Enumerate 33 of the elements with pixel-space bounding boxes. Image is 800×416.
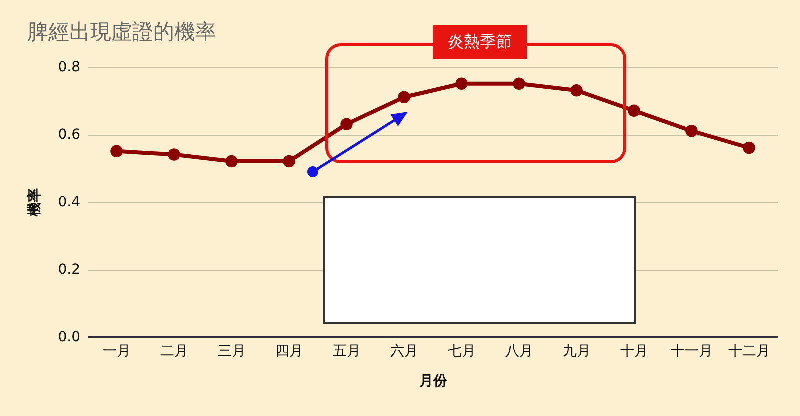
text: 炎熱季節 [448, 32, 512, 51]
point [743, 142, 756, 154]
y-tick-label: 0.4 [58, 194, 81, 210]
x-tick-label: 十一月 [670, 344, 713, 360]
x-tick-label: 二月 [160, 344, 188, 360]
point [226, 155, 238, 168]
x-tick-label: 九月 [562, 344, 591, 360]
point [513, 78, 526, 90]
x-tick-label: 八月 [505, 344, 534, 360]
y-tick-label: 0.0 [58, 330, 80, 346]
point [168, 148, 180, 161]
point [340, 118, 353, 130]
x-tick-label: 十二月 [728, 344, 770, 360]
y-tick-label: 0.8 [58, 60, 80, 76]
x-tick-label: 六月 [390, 344, 418, 360]
x-tick-label: 四月 [275, 344, 304, 360]
y-tick-label: 0.6 [58, 127, 81, 143]
point [570, 84, 583, 97]
y-tick-label: 0.2 [58, 262, 80, 278]
point [398, 91, 410, 104]
point [686, 125, 698, 138]
chart-title: 脾經出現虛證的機率 [28, 20, 217, 44]
x-tick-label: 七月 [448, 344, 476, 360]
x-tick-label: 五月 [332, 344, 361, 360]
point [628, 104, 640, 117]
y-axis-title: 機率 [26, 188, 44, 218]
point [110, 145, 123, 158]
x-axis-title: 月份 [418, 374, 448, 390]
point [456, 78, 468, 90]
x-tick-label: 一月 [102, 344, 131, 360]
x-tick-label: 十月 [620, 344, 648, 360]
point [283, 155, 296, 168]
x-tick-label: 三月 [218, 344, 246, 360]
